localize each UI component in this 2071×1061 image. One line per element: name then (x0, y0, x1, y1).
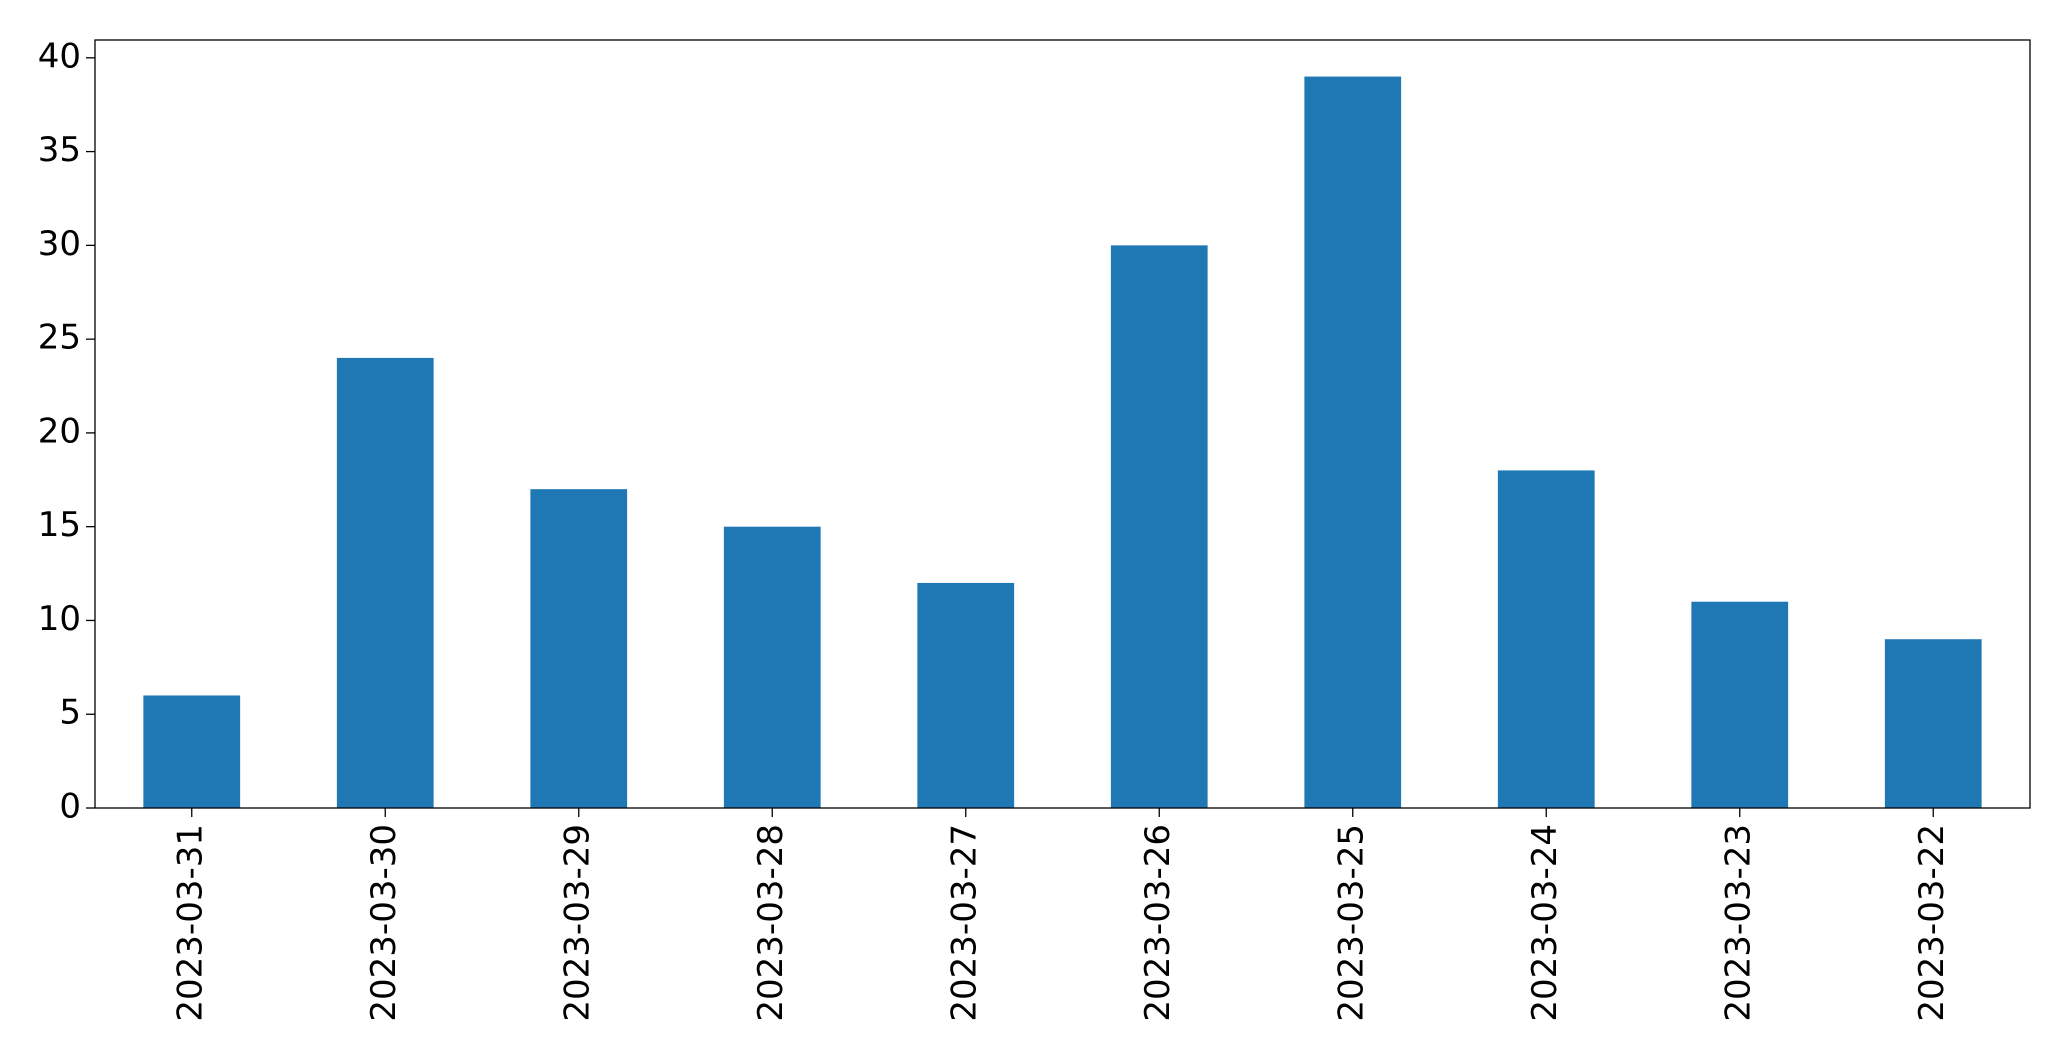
bar (1110, 245, 1208, 808)
bar (1304, 76, 1402, 809)
y-tick-label: 10 (38, 599, 81, 639)
y-tick-label: 15 (38, 505, 81, 545)
bar (336, 357, 434, 808)
x-tick-label: 2023-03-29 (557, 824, 597, 1022)
x-tick-label: 2023-03-24 (1525, 824, 1565, 1022)
y-tick-label: 25 (38, 318, 81, 358)
y-tick-label: 20 (38, 411, 81, 451)
x-tick-label: 2023-03-25 (1331, 824, 1371, 1022)
plot-frame (94, 39, 2031, 809)
x-tick-label: 2023-03-26 (1138, 824, 1178, 1022)
bar (1497, 470, 1595, 808)
x-tick-label: 2023-03-27 (944, 824, 984, 1022)
y-tick-label: 35 (38, 130, 81, 170)
bar (1884, 639, 1982, 808)
y-tick-label: 30 (38, 224, 81, 264)
bar (530, 489, 628, 808)
bar (917, 582, 1015, 808)
x-tick-label: 2023-03-30 (364, 824, 404, 1022)
bar (143, 695, 241, 808)
y-tick-label: 0 (59, 787, 81, 827)
y-tick-label: 40 (38, 36, 81, 76)
x-tick-label: 2023-03-31 (170, 824, 210, 1022)
x-tick-label: 2023-03-22 (1912, 824, 1952, 1022)
x-tick-label: 2023-03-28 (751, 824, 791, 1022)
bar (723, 526, 821, 808)
x-tick-label: 2023-03-23 (1718, 824, 1758, 1022)
bar (1691, 601, 1789, 808)
y-tick-label: 5 (59, 693, 81, 733)
